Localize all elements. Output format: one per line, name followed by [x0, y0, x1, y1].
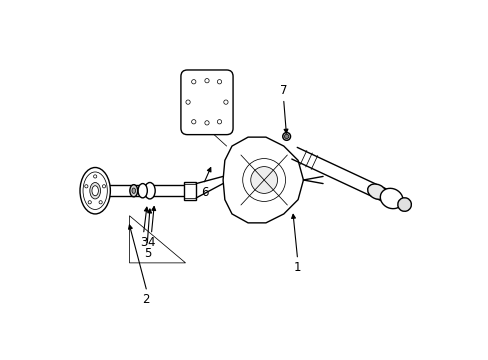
- Ellipse shape: [204, 78, 209, 83]
- Ellipse shape: [92, 186, 98, 196]
- Ellipse shape: [191, 80, 196, 84]
- Polygon shape: [129, 216, 185, 263]
- Ellipse shape: [367, 184, 386, 199]
- Ellipse shape: [185, 100, 190, 104]
- Ellipse shape: [380, 188, 402, 209]
- Ellipse shape: [191, 120, 196, 124]
- Text: 7: 7: [280, 84, 287, 97]
- Polygon shape: [223, 137, 303, 223]
- Ellipse shape: [224, 100, 227, 104]
- FancyBboxPatch shape: [181, 70, 233, 135]
- Text: 3: 3: [140, 236, 147, 249]
- Ellipse shape: [80, 167, 110, 214]
- Ellipse shape: [132, 188, 135, 193]
- Ellipse shape: [282, 132, 290, 140]
- Ellipse shape: [217, 80, 221, 84]
- Ellipse shape: [90, 183, 101, 199]
- Ellipse shape: [88, 201, 91, 204]
- Ellipse shape: [284, 134, 288, 139]
- Ellipse shape: [144, 183, 155, 199]
- Ellipse shape: [130, 185, 138, 197]
- Ellipse shape: [93, 175, 97, 178]
- Ellipse shape: [99, 201, 102, 204]
- Ellipse shape: [102, 185, 105, 188]
- Ellipse shape: [217, 120, 221, 124]
- Text: 6: 6: [201, 186, 208, 199]
- Ellipse shape: [250, 167, 277, 193]
- Text: 5: 5: [143, 247, 151, 260]
- Text: 1: 1: [293, 261, 301, 274]
- Ellipse shape: [242, 158, 285, 202]
- Ellipse shape: [397, 198, 410, 211]
- Ellipse shape: [204, 121, 209, 125]
- Text: 2: 2: [142, 293, 150, 306]
- Ellipse shape: [84, 185, 88, 188]
- Text: 4: 4: [147, 236, 155, 249]
- Ellipse shape: [138, 184, 147, 198]
- Ellipse shape: [83, 172, 107, 210]
- Polygon shape: [183, 182, 196, 200]
